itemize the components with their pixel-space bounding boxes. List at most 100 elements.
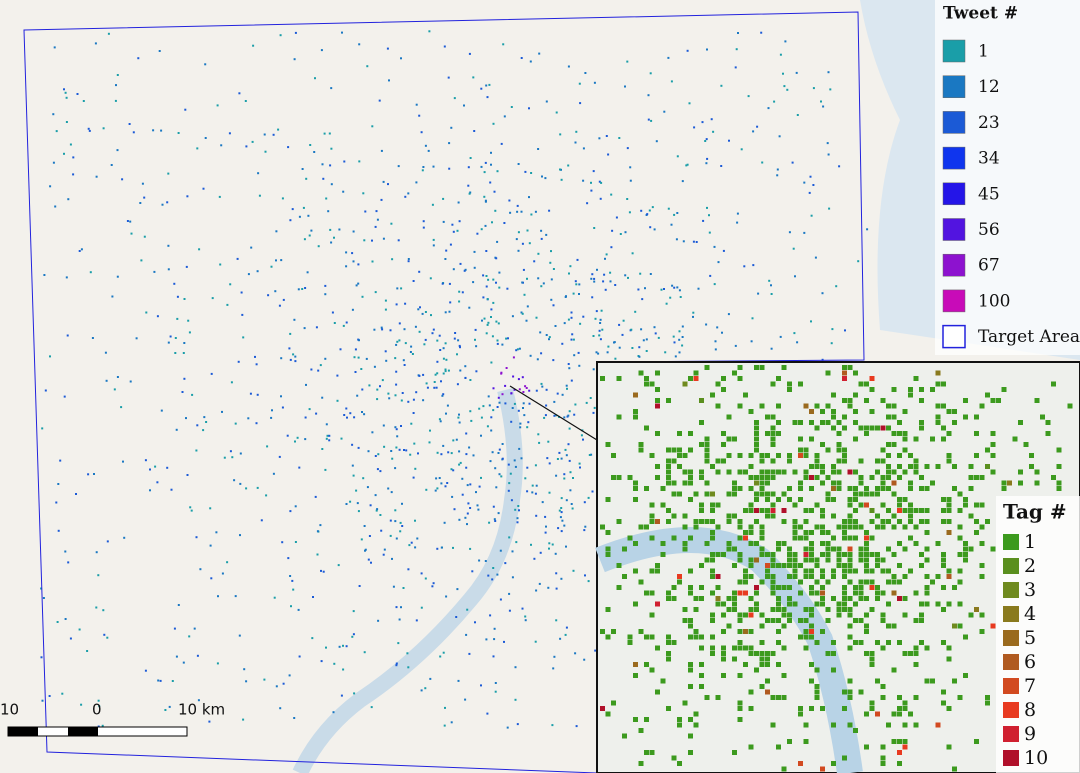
tag-cell [759,508,765,513]
tweet-point [395,370,398,373]
tweet-point [52,161,55,164]
tweet-point [403,449,405,451]
tag-cell [726,414,732,420]
tweet-point [458,463,461,466]
tweet-point [186,195,189,198]
tag-cell [710,530,715,535]
tweet-point [647,118,650,121]
tweet-point [568,459,571,462]
tweet-point [257,172,260,175]
tag-cell [902,431,908,436]
tweet-point [374,291,377,294]
tag-cell [825,491,831,497]
tweet-point [360,368,363,370]
tweet-point [202,429,205,432]
tag-cell [765,689,770,695]
tag-cell [946,744,952,750]
tweet-point [442,393,445,396]
tweet-point [106,540,109,543]
tag-cell [919,486,924,491]
tweet-point [308,408,311,411]
tweet-point [321,448,324,450]
tag-cell [666,634,671,640]
tag-cell [908,392,913,398]
tag-cell [847,612,853,618]
tag-cell [842,755,847,761]
tag-cell [765,656,770,662]
tweet-point [330,241,333,244]
tweet-point [357,446,360,449]
tag-cell [682,469,688,475]
legend-label: 23 [978,113,1000,133]
tweet-point [185,265,188,268]
tag-cell [748,645,754,651]
tag-cell [847,469,853,475]
tweet-point [107,32,110,35]
tweet-point [95,606,98,609]
tag-cell [946,519,952,524]
tweet-point [592,368,595,371]
tag-cell [616,519,622,524]
tweet-point [407,192,410,195]
legend-label: 45 [978,184,1000,204]
tweet-point [471,570,474,573]
tweet-point [695,241,698,243]
tweet-point [190,509,193,512]
tweet-point [459,369,462,372]
tag-cell [908,387,913,392]
tag-cell [814,557,820,563]
tweet-point [435,386,438,389]
tweet-point [294,505,297,508]
tweet-point [560,457,563,460]
tweet-point [708,231,711,234]
tweet-point [457,339,460,342]
tweet-point [380,198,383,201]
tweet-point [175,655,178,658]
tag-cell [941,552,946,557]
tweet-point [629,179,632,182]
tag-cell [820,530,825,535]
tag-cell [858,475,864,480]
tag-cell [737,706,743,711]
tag-cell [875,425,880,431]
tag-cell [655,645,660,651]
tag-cell [809,623,814,629]
tag-cell [963,414,968,420]
tweet-point [368,384,371,387]
tag-cell [748,502,754,508]
tag-cell [671,513,677,519]
legend-swatch [942,39,966,63]
tweet-point [688,102,691,105]
tweet-point [511,576,514,579]
tag-cell [622,546,627,552]
tag-cell [633,601,638,607]
tag-cell [968,612,974,618]
tweet-point [221,572,224,575]
tweet-point [510,499,513,502]
tag-cell [1001,387,1007,392]
tag-cell [825,420,831,425]
tweet-point [600,309,603,312]
tweet-point [593,81,596,84]
tweet-point [289,332,292,335]
tag-cell [891,574,897,579]
tweet-point [676,286,679,289]
tag-cell [842,365,847,370]
tag-cell [820,409,825,414]
tweet-point [821,358,824,361]
tag-cell [875,524,880,530]
tweet-point [440,482,443,485]
tweet-point [328,132,331,135]
tag-cell [891,403,897,409]
tweet-point [496,342,499,345]
tag-cell [721,656,726,662]
tag-cell [770,607,776,612]
tag-cell [886,486,891,491]
tweet-point [412,280,415,282]
tweet-point [716,326,719,329]
tag-cell [737,717,743,722]
tag-cell [864,546,869,552]
tag-cell [853,491,858,497]
legend-label: 4 [1024,603,1036,625]
tag-cell [913,618,919,623]
